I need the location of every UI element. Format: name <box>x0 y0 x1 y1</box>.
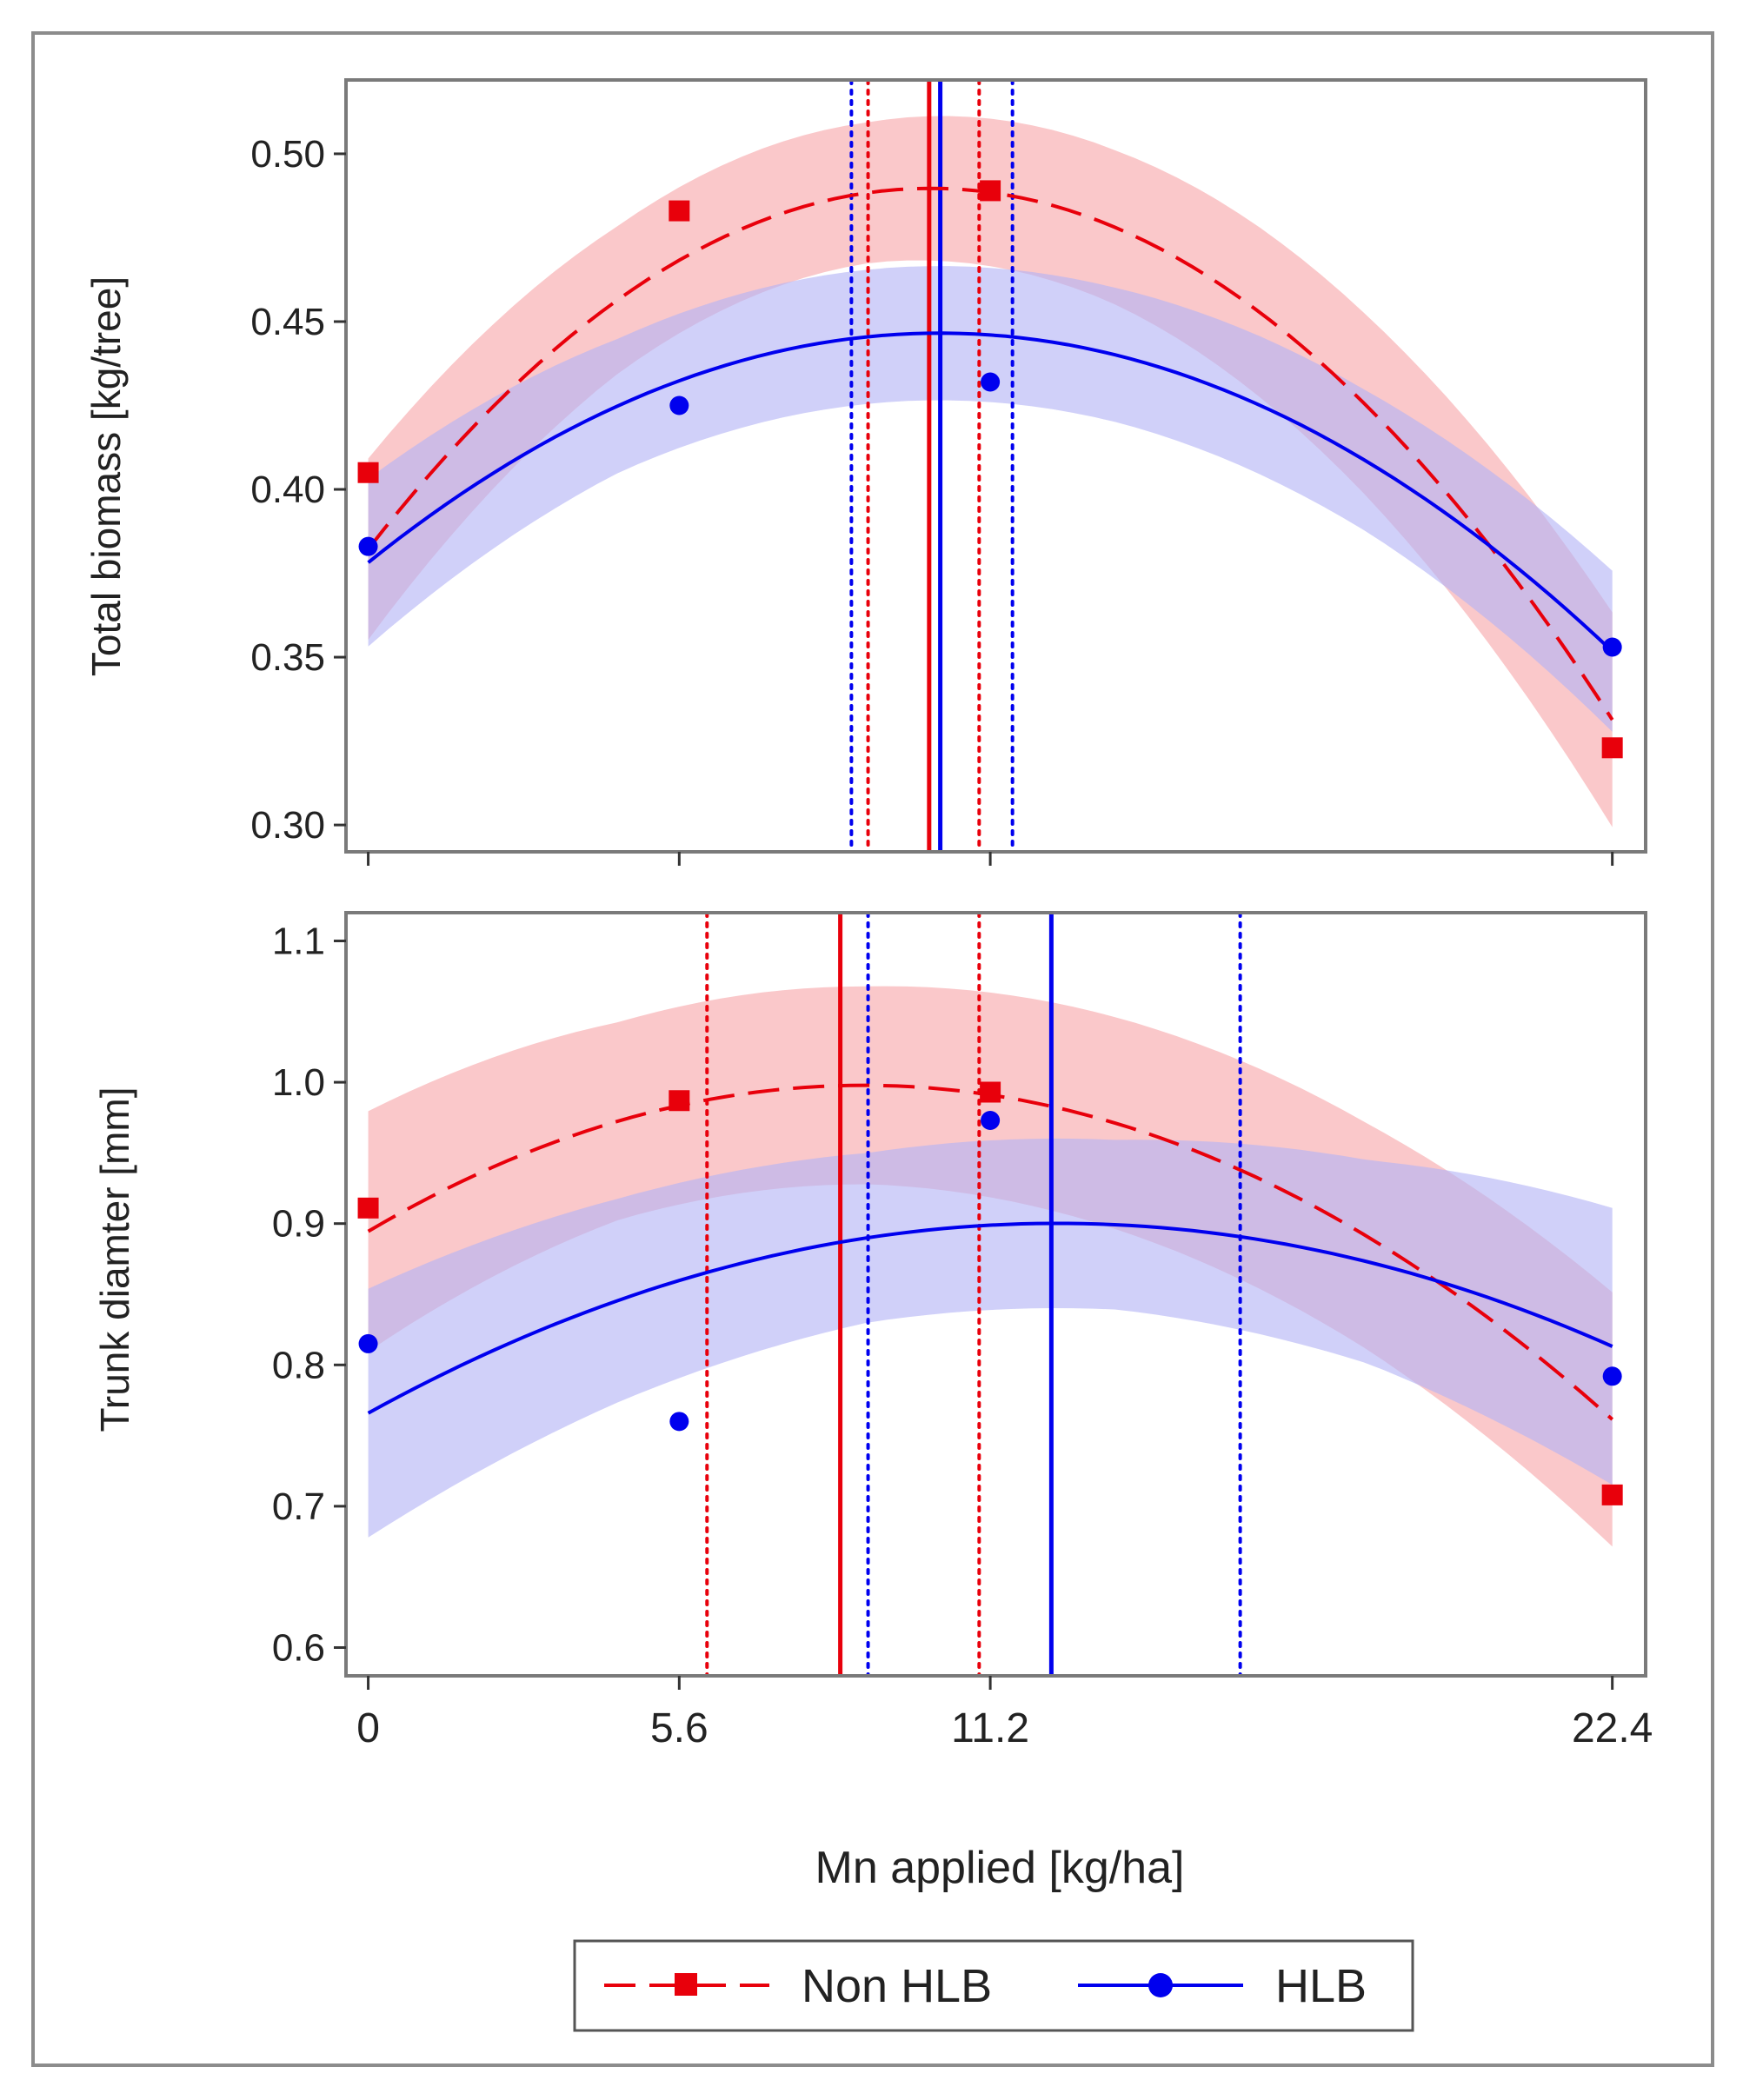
y-tick-label: 0.8 <box>272 1344 325 1386</box>
confidence-band-non-hlb <box>368 116 1613 827</box>
plot-frame <box>344 78 1647 854</box>
legend-non-hlb-label: Non HLB <box>802 1960 992 2012</box>
data-point-non-hlb <box>980 1081 1001 1103</box>
y-axis-label-bottom: Trunk diamter [mm] <box>92 1087 137 1432</box>
confidence-band-non-hlb <box>368 986 1613 1547</box>
plot-area <box>367 913 1614 1676</box>
data-point-hlb <box>1602 637 1622 657</box>
legend-non-hlb-marker <box>675 1973 697 1996</box>
y-tick-label: 0.35 <box>250 636 325 679</box>
y-tick-label: 0.6 <box>272 1626 325 1669</box>
x-tick-label: 11.2 <box>951 1705 1029 1751</box>
y-tick-label: 0.45 <box>250 301 325 343</box>
data-point-non-hlb <box>1601 737 1623 759</box>
plot-frame <box>344 911 1647 1678</box>
y-tick-label: 1.0 <box>272 1061 325 1104</box>
y-tick-label: 0.7 <box>272 1485 325 1528</box>
data-point-non-hlb <box>669 1090 690 1112</box>
data-point-hlb <box>358 536 378 556</box>
data-point-hlb <box>981 372 1001 392</box>
confidence-band-hlb <box>368 1138 1613 1538</box>
x-axis-label: Mn applied [kg/ha] <box>815 1843 1185 1893</box>
data-point-non-hlb <box>980 180 1001 202</box>
data-point-hlb <box>669 395 689 415</box>
data-point-hlb <box>981 1111 1001 1131</box>
legend: Non HLB HLB <box>573 1939 1414 2032</box>
y-tick-label: 0.40 <box>250 469 325 511</box>
data-point-non-hlb <box>1601 1484 1623 1505</box>
y-tick-label: 1.1 <box>272 920 325 963</box>
y-tick-label: 0.30 <box>250 804 325 847</box>
x-tick-label: 5.6 <box>650 1705 709 1751</box>
legend-hlb-marker <box>1148 1973 1173 1997</box>
data-point-hlb <box>669 1412 689 1432</box>
legend-hlb-label: HLB <box>1275 1960 1367 2012</box>
y-tick-label: 0.9 <box>272 1203 325 1246</box>
x-tick-label: 0 <box>356 1705 380 1751</box>
x-tick-label: 22.4 <box>1572 1705 1653 1751</box>
data-point-non-hlb <box>357 1197 379 1219</box>
data-point-hlb <box>358 1333 378 1353</box>
data-point-hlb <box>1602 1366 1622 1386</box>
fit-line-hlb <box>367 1221 1613 1415</box>
data-point-non-hlb <box>669 200 690 222</box>
panel-total-biomass: 0.30 0.35 0.40 0.45 0.50 <box>250 78 1647 866</box>
y-tick-label: 0.50 <box>250 133 325 176</box>
plot-area <box>367 80 1614 852</box>
y-axis-label-top: Total biomass [kg/tree] <box>83 276 129 676</box>
data-point-non-hlb <box>357 462 379 483</box>
panel-trunk-diameter: 0.6 0.7 0.8 0.9 1.0 1.1 0 5.6 11.2 22.4 <box>272 911 1653 1751</box>
fit-line-hlb <box>367 331 1614 653</box>
